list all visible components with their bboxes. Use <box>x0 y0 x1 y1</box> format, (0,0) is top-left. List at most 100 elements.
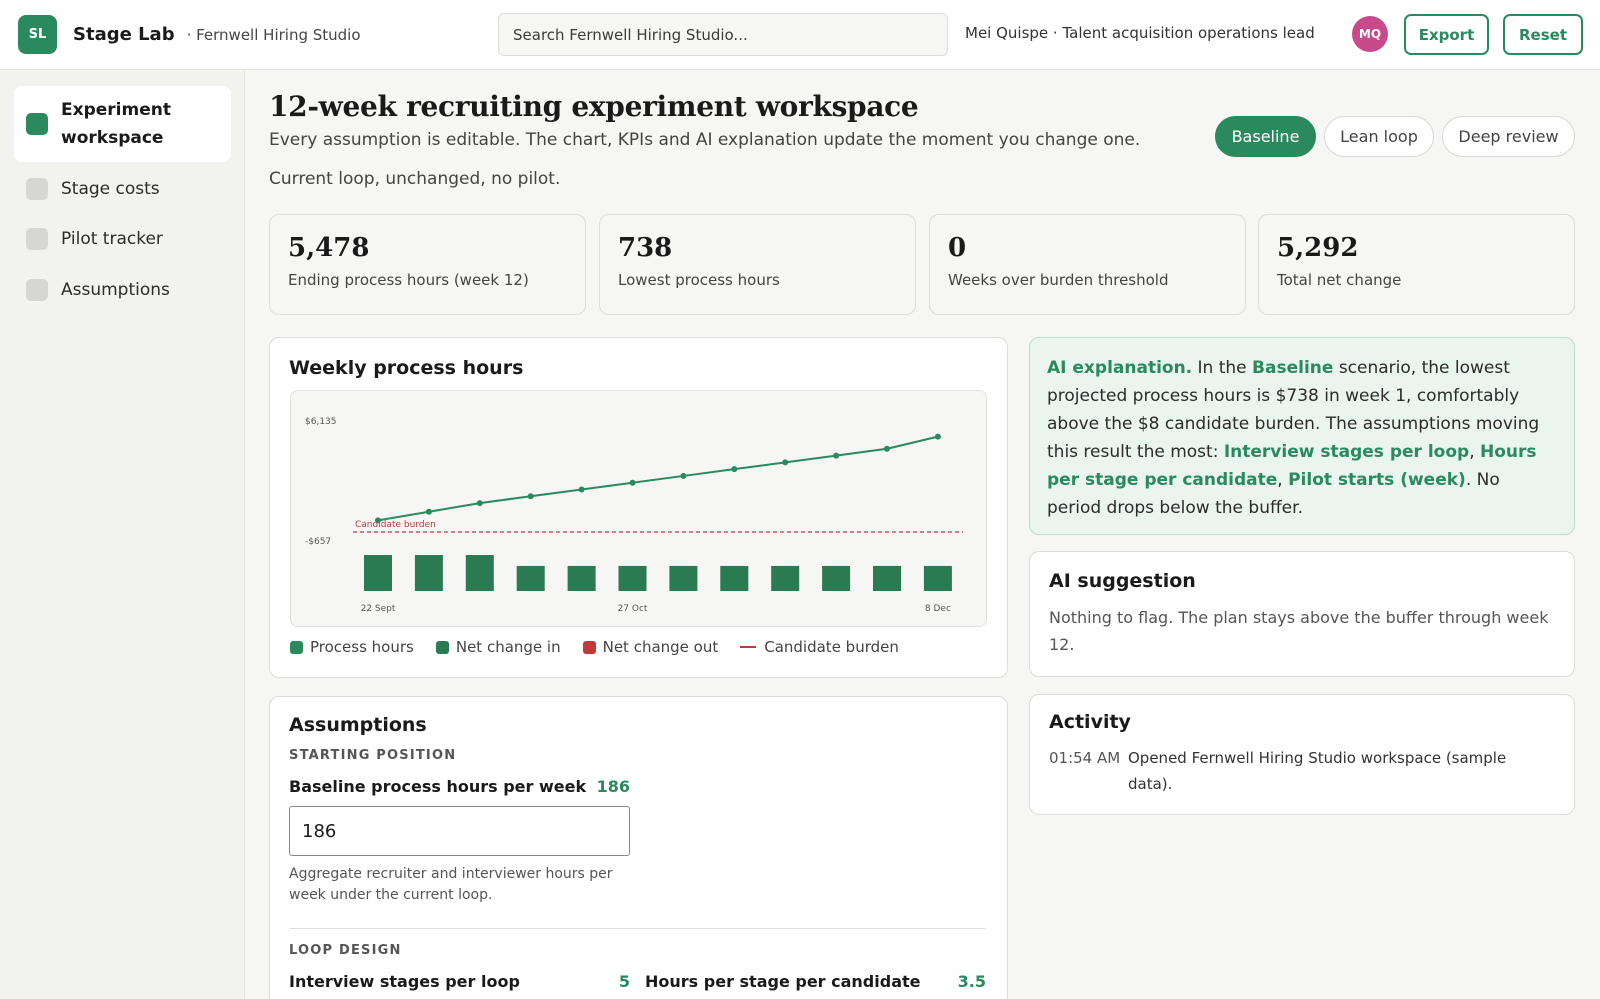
activity-card: Activity 01:54 AM Opened Fernwell Hiring… <box>1029 694 1575 815</box>
legend-label: Candidate burden <box>764 638 899 656</box>
sidebar-item-pilot-tracker[interactable]: Pilot tracker <box>14 222 231 256</box>
process-hours-point <box>884 445 890 452</box>
scenario-description: Current loop, unchanged, no pilot. <box>269 169 561 189</box>
page-subtitle: Every assumption is editable. The chart,… <box>269 130 1141 150</box>
x-tick-label: 8 Dec <box>925 604 951 614</box>
kpi-ending-process-hours: 5,478 Ending process hours (week 12) <box>269 214 586 315</box>
process-hours-point <box>375 517 381 524</box>
net-change-in-bar <box>669 565 698 591</box>
page-title: 12-week recruiting experiment workspace <box>269 90 919 123</box>
stages-field-header: Interview stages per loop 5 <box>289 972 630 991</box>
candidate-burden-label: Candidate burden <box>355 520 436 530</box>
ai-factor-link[interactable]: Pilot starts (week) <box>1288 470 1466 490</box>
legend-swatch <box>582 640 596 654</box>
ai-text: scenario, the lowest projected process h… <box>1047 358 1540 462</box>
activity-text: Opened Fernwell Hiring Studio workspace … <box>1128 749 1507 793</box>
kpi-label: Weeks over burden threshold <box>948 271 1169 289</box>
process-hours-point <box>527 493 534 500</box>
net-change-in-bar <box>516 565 545 591</box>
ai-explanation-card: AI explanation. In the Baseline scenario… <box>1029 337 1575 535</box>
field-label: Interview stages per loop <box>289 972 520 991</box>
process-hours-point <box>476 500 483 507</box>
sidebar-item-label: Pilot tracker <box>61 229 163 249</box>
field-value: 186 <box>596 777 630 796</box>
ai-factor-link[interactable]: Interview stages per loop <box>1223 442 1470 462</box>
baseline-field-header: Baseline process hours per week 186 <box>289 777 630 796</box>
net-change-in-bar <box>414 555 443 591</box>
export-button[interactable]: Export <box>1404 14 1489 55</box>
kpi-value: 5,292 <box>1277 233 1359 263</box>
avatar[interactable]: MQ <box>1352 16 1388 52</box>
nav-square-icon <box>26 228 48 250</box>
y-tick-label: $6,135 <box>305 417 337 427</box>
user-name: Mei Quispe · Talent acquisition operatio… <box>965 24 1315 42</box>
kpi-value: 5,478 <box>288 233 370 263</box>
chart-card: Weekly process hours $6,135 -$657 Candidat… <box>269 337 1008 678</box>
legend-net-in: Net change in <box>435 638 561 656</box>
net-change-in-bar <box>720 565 749 591</box>
process-hours-point <box>629 479 636 486</box>
legend-process-hours: Process hours <box>290 638 414 656</box>
ai-text: . No period drops below the buffer. <box>1047 470 1500 518</box>
scenario-baseline-button[interactable]: Baseline <box>1215 116 1316 157</box>
net-change-in-bar <box>771 565 800 591</box>
sidebar: Experiment workspace Stage costs Pilot t… <box>0 70 245 999</box>
top-bar: SL Stage Lab · Fernwell Hiring Studio <box>0 0 1600 70</box>
process-hours-point <box>833 452 840 459</box>
kpi-value: 738 <box>618 233 673 263</box>
sidebar-item-assumptions[interactable]: Assumptions <box>14 273 231 307</box>
baseline-hours-input[interactable] <box>289 806 630 856</box>
legend-swatch <box>435 640 449 654</box>
process-hours-point <box>425 508 432 515</box>
sidebar-item-stage-costs[interactable]: Stage costs <box>14 172 231 206</box>
net-change-in-bar <box>567 565 596 591</box>
search-input[interactable] <box>498 13 948 56</box>
field-label: Baseline process hours per week <box>289 777 587 796</box>
kpi-value: 0 <box>948 233 967 263</box>
kpi-weeks-over-burden: 0 Weeks over burden threshold <box>929 214 1246 315</box>
sidebar-item-label: Experiment workspace <box>61 100 171 148</box>
loop-design-row: Interview stages per loop 5 Hours per st… <box>289 972 986 991</box>
chart-legend: Process hours Net change in Net change o… <box>290 638 921 656</box>
kpi-total-net-change: 5,292 Total net change <box>1258 214 1575 315</box>
legend-net-out: Net change out <box>582 638 719 656</box>
process-hours-line <box>377 435 939 522</box>
process-hours-point <box>680 472 687 479</box>
scenario-deep-review-button[interactable]: Deep review <box>1442 116 1575 157</box>
activity-entry: 01:54 AM Opened Fernwell Hiring Studio w… <box>1049 745 1555 797</box>
ai-explanation-lead: AI explanation. <box>1047 358 1193 378</box>
legend-label: Net change out <box>602 638 719 656</box>
divider <box>289 928 986 929</box>
nav-square-icon <box>26 279 48 301</box>
activity-title: Activity <box>1049 711 1131 733</box>
ai-scenario-name: Baseline <box>1252 358 1334 378</box>
ai-text: , <box>1469 442 1480 462</box>
weekly-process-hours-chart: $6,135 -$657 Candidate burden 22 Sept 27 Oct… <box>305 417 963 614</box>
process-hours-point <box>731 466 738 473</box>
ai-factor-link[interactable]: Hours per stage per candidate <box>1047 442 1537 490</box>
field-label: Hours per stage per candidate <box>645 972 921 991</box>
ai-text: , <box>1277 470 1289 490</box>
process-hours-point <box>578 486 585 493</box>
scenario-lean-loop-button[interactable]: Lean loop <box>1324 116 1434 157</box>
chart-area: $6,135 -$657 Candidate burden 22 Sept 27 Oct… <box>290 390 987 627</box>
legend-label: Net change in <box>455 638 561 656</box>
kpi-label: Total net change <box>1277 271 1402 289</box>
net-change-in-bar <box>364 555 392 591</box>
kpi-label: Ending process hours (week 12) <box>288 271 529 289</box>
sidebar-item-experiment-workspace[interactable]: Experiment workspace <box>14 86 231 162</box>
net-change-in-bar <box>923 565 952 591</box>
hours-field-header: Hours per stage per candidate 3.5 <box>645 972 986 991</box>
ai-text: In the <box>1192 358 1253 378</box>
section-label-starting-position: STARTING POSITION <box>289 748 457 763</box>
y-tick-label: -$657 <box>305 537 331 547</box>
section-label-loop-design: LOOP DESIGN <box>289 943 402 958</box>
reset-button[interactable]: Reset <box>1503 14 1583 55</box>
field-help-text: Aggregate recruiter and interviewer hour… <box>289 866 613 903</box>
nav-square-icon <box>26 178 48 200</box>
net-change-in-bar <box>618 565 647 591</box>
brand-name: Stage Lab <box>73 24 175 45</box>
chart-title: Weekly process hours <box>289 357 524 379</box>
sidebar-item-label: Stage costs <box>61 179 160 199</box>
app-logo[interactable]: SL <box>18 15 57 54</box>
